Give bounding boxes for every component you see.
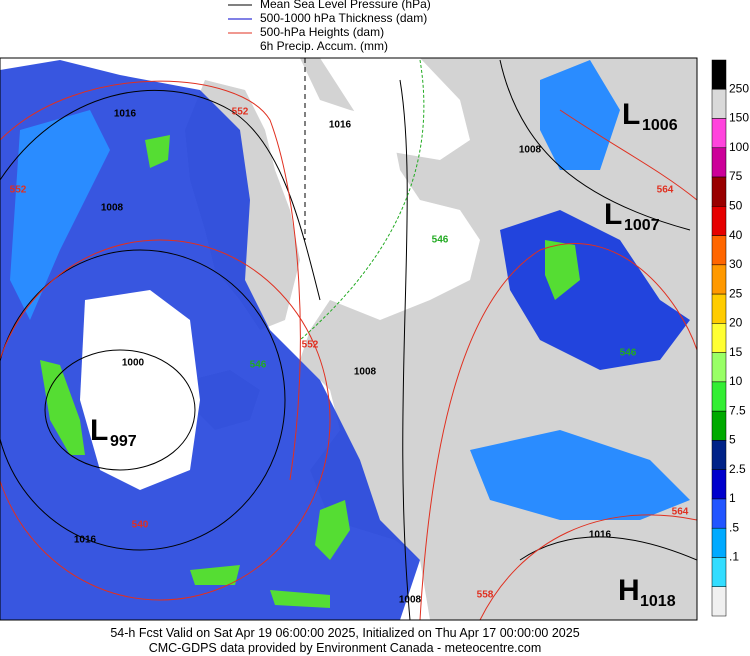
colorbar-label: 100	[729, 140, 749, 154]
contour-label: 1008	[101, 203, 124, 214]
center-letter: L	[622, 98, 640, 131]
precip-heavy	[545, 240, 580, 300]
colorbar-swatch	[711, 293, 727, 324]
pressure-center: L 1006	[622, 98, 678, 134]
precip-heavy	[190, 565, 240, 585]
center-value: 997	[110, 433, 137, 450]
colorbar-label: 25	[729, 286, 743, 300]
precip-area	[0, 60, 420, 620]
pressure-center: H 1018	[618, 574, 676, 610]
contour-label: 546	[432, 235, 449, 246]
legend-text: 6h Precip. Accum. (mm)	[260, 39, 388, 53]
map: 1016 552 1016 552 1008 1000 546 552 1008…	[0, 57, 698, 621]
contour-label: 1008	[354, 367, 377, 378]
height-contours	[0, 80, 697, 620]
pressure-center: L 997	[90, 414, 137, 450]
colorbar: 250 150 100 75 50 40 30 25 20 15 10 7.5 5 2.5 1 .5 .1	[711, 59, 749, 617]
legend-text: 500-hPa Heights (dam)	[260, 25, 384, 39]
colorbar-label: 75	[729, 169, 743, 183]
contour-label: 1016	[589, 530, 612, 541]
contour-label: 1016	[114, 109, 137, 120]
precip-heavy	[270, 590, 330, 608]
contour-label: 558	[477, 590, 494, 601]
colorbar-label: 250	[729, 81, 749, 95]
colorbar-label: 15	[729, 345, 743, 359]
center-value: 1006	[642, 117, 678, 134]
center-letter: H	[618, 574, 640, 607]
legend-text: 500-1000 hPa Thickness (dam)	[260, 11, 427, 25]
contour-label: 564	[672, 507, 689, 518]
center-value: 1007	[624, 217, 660, 234]
colorbar-swatch	[711, 89, 727, 119]
colorbar-label: 5	[729, 433, 736, 447]
contour-label: 1016	[329, 120, 352, 131]
center-letter: L	[604, 198, 622, 231]
colorbar-swatch	[711, 527, 727, 558]
colorbar-label: 7.5	[729, 403, 746, 417]
colorbar-label: 10	[729, 374, 743, 388]
precip-area	[10, 110, 110, 320]
precip-area	[470, 430, 690, 520]
colorbar-swatch	[711, 264, 727, 295]
footer-line: CMC-GDPS data provided by Environment Ca…	[149, 641, 542, 655]
center-value: 1018	[640, 593, 676, 610]
colorbar-swatch	[711, 147, 727, 178]
contour-label: 1016	[74, 535, 97, 546]
contour-label: 552	[302, 340, 319, 351]
contour-label: 1008	[519, 145, 542, 156]
sea	[320, 58, 470, 160]
thickness-contour	[299, 59, 425, 341]
colorbar-label: 2.5	[729, 462, 746, 476]
colorbar-label: 50	[729, 198, 743, 212]
contour-label: 540	[132, 520, 149, 531]
isobars	[0, 59, 697, 620]
colorbar-swatch	[711, 59, 727, 90]
contour-label: 552	[10, 185, 27, 196]
colorbar-label: .1	[729, 550, 739, 564]
colorbar-swatch	[711, 498, 727, 529]
legend: Mean Sea Level Pressure (hPa) 500-1000 h…	[228, 0, 431, 53]
precip-heavy	[145, 135, 170, 168]
colorbar-label: 150	[729, 111, 749, 125]
colorbar-label: 40	[729, 228, 743, 242]
colorbar-swatch	[711, 410, 727, 441]
precip-area	[540, 60, 620, 170]
pressure-center: L 1007	[604, 198, 660, 234]
colorbar-swatch	[711, 352, 727, 383]
colorbar-swatch	[711, 176, 727, 207]
colorbar-swatch	[711, 469, 727, 500]
precip-heavy	[40, 360, 85, 455]
colorbar-swatch	[711, 206, 727, 236]
contour-label: 564	[657, 185, 674, 196]
colorbar-swatch	[711, 381, 727, 412]
colorbar-swatch	[711, 586, 727, 617]
colorbar-swatch	[711, 118, 727, 149]
center-letter: L	[90, 414, 108, 447]
colorbar-label: 1	[729, 491, 736, 505]
map-frame	[0, 57, 698, 621]
contour-label: 552	[232, 107, 249, 118]
contour-label: 546	[620, 348, 637, 359]
contour-label: 1000	[122, 358, 145, 369]
colorbar-label: .5	[729, 520, 739, 534]
precip-heavy	[315, 500, 350, 560]
footer-line: 54-h Fcst Valid on Sat Apr 19 06:00:00 2…	[110, 626, 579, 640]
colorbar-label: 30	[729, 257, 743, 271]
contour-label: 1008	[399, 595, 422, 606]
colorbar-swatch	[711, 557, 727, 587]
colorbar-swatch	[711, 323, 727, 353]
colorbar-swatch	[711, 440, 727, 470]
contour-label: 546	[250, 360, 267, 371]
colorbar-swatch	[711, 235, 727, 266]
legend-text: Mean Sea Level Pressure (hPa)	[260, 0, 431, 11]
colorbar-label: 20	[729, 316, 743, 330]
dry-area	[80, 290, 200, 490]
